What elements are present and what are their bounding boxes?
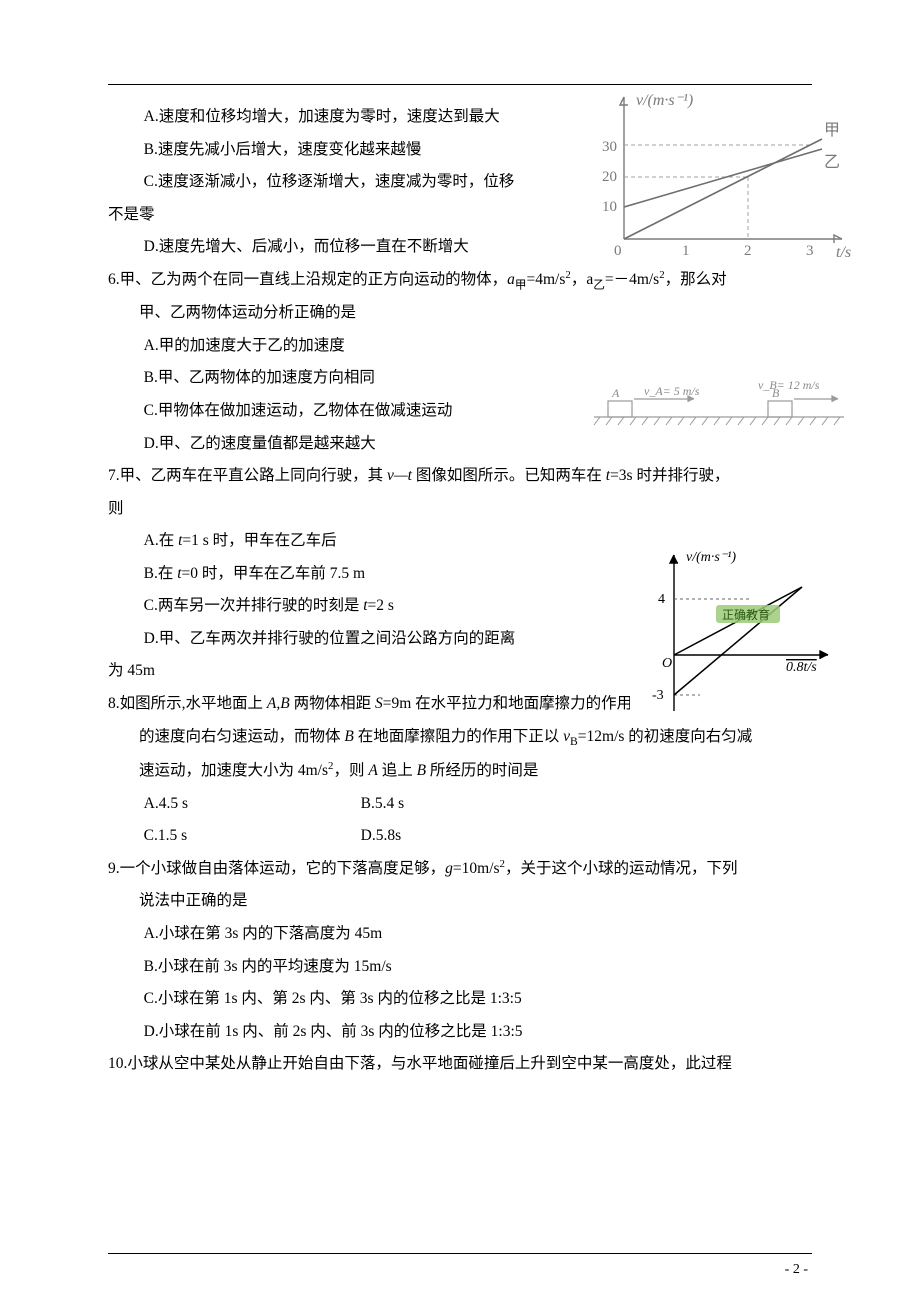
fig3-y4: 4 [658,592,665,607]
fig3-xlabel: 0.8t/s [786,660,817,675]
top-rule [108,84,812,85]
fig1-y30: 30 [602,139,617,155]
fig1-x1: 1 [682,243,690,259]
q9-stem-1: 9.一个小球做自由落体运动，它的下落高度足够，g=10m/s2，关于这个小球的运… [108,853,812,886]
fig1-origin: 0 [614,243,622,259]
figure-vt-2: v/(m·s⁻¹) O 4 -3 0.8t/s 正确教育 [630,547,840,723]
fig2-vA: v_A= 5 m/s [644,384,700,398]
q10-stem: 10.小球从空中某处从静止开始自由下落，与水平地面碰撞后上升到空中某一高度处，此… [108,1048,812,1081]
page-number: - 2 - [785,1255,808,1284]
q9-opt-d: D.小球在前 1s 内、前 2s 内、前 3s 内的位移之比是 1:3:5 [108,1016,812,1049]
fig2-vB: v_B= 12 m/s [758,381,820,392]
q9-stem-2: 说法中正确的是 [108,885,812,918]
q7-stem-2: 则 [108,493,812,526]
q9-opt-b: B.小球在前 3s 内的平均速度为 15m/s [108,951,812,984]
fig1-jia: 甲 [824,122,840,139]
fig3-O: O [662,656,672,671]
fig1-x2: 2 [744,243,752,259]
figure-blocks: A B v_A= 5 m/s v_B= 12 m/s [590,381,850,431]
q8-opts-ab: A.4.5 sB.5.4 s [108,788,812,821]
q8-opts-cd: C.1.5 sD.5.8s [108,820,812,853]
fig3-watermark: 正确教育 [722,607,770,622]
q6-opt-d: D.甲、乙的速度量值都是越来越大 [108,428,812,461]
fig3-ylabel: v/(m·s⁻¹) [686,550,736,565]
q9-opt-c: C.小球在第 1s 内、第 2s 内、第 3s 内的位移之比是 1:3:5 [108,983,812,1016]
q8-stem-3: 速运动，加速度大小为 4m/s2，则 A 追上 B 所经历的时间是 [108,755,812,788]
fig1-x3: 3 [806,243,814,259]
fig1-ylabel: v/(m·s⁻¹) [636,92,693,109]
figure-vt-1: v/(m·s⁻¹) t/s 10 20 30 0 1 2 3 [584,89,854,265]
q8-stem-2: 的速度向右匀速运动，而物体 B 在地面摩擦阻力的作用下正以 vB=12m/s 的… [108,721,812,755]
q6-stem-2: 甲、乙两物体运动分析正确的是 [108,297,812,330]
fig1-y20: 20 [602,169,617,185]
fig1-yi: 乙 [824,154,840,171]
fig2-A: A [611,386,620,400]
fig3-ym3: -3 [652,688,664,703]
q7-stem-1: 7.甲、乙两车在平直公路上同向行驶，其 v—t 图像如图所示。已知两车在 t=3… [108,460,812,493]
fig1-y10: 10 [602,199,617,215]
q6-stem-1: 6.甲、乙为两个在同一直线上沿规定的正方向运动的物体，a甲=4m/s2，a乙=－… [108,264,812,298]
footer-rule [108,1253,812,1254]
q9-opt-a: A.小球在第 3s 内的下落高度为 45m [108,918,812,951]
fig1-xlabel: t/s [836,244,851,261]
content: v/(m·s⁻¹) t/s 10 20 30 0 1 2 3 [108,101,812,1081]
q6-opt-a: A.甲的加速度大于乙的加速度 [108,330,812,363]
